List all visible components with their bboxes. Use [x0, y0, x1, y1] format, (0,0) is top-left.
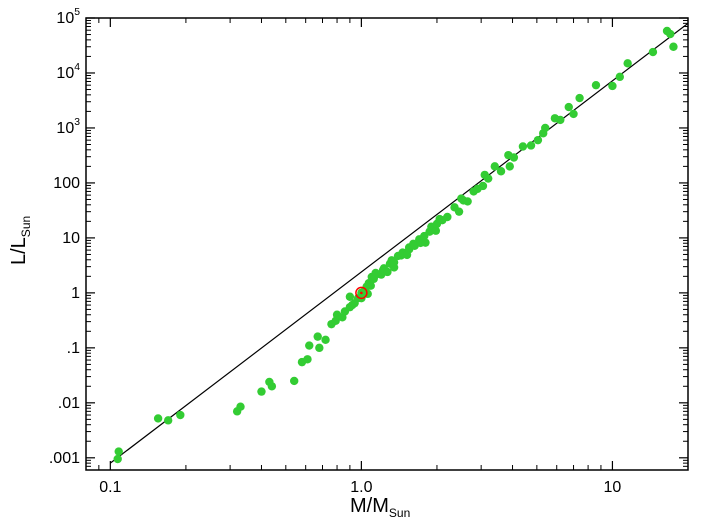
y-tick-label: .1	[67, 340, 80, 357]
x-tick-label: 10	[604, 479, 622, 496]
data-point	[623, 59, 631, 67]
data-point	[305, 341, 313, 349]
y-tick-label: .001	[49, 450, 80, 467]
data-point	[519, 142, 527, 150]
data-point	[455, 207, 463, 215]
data-point	[314, 332, 322, 340]
data-point	[534, 136, 542, 144]
data-point	[484, 174, 492, 182]
data-point	[649, 48, 657, 56]
x-tick-label: 1.0	[350, 479, 372, 496]
data-point	[556, 116, 564, 124]
data-point	[592, 81, 600, 89]
data-point	[115, 447, 123, 455]
y-tick-label: 100	[53, 175, 80, 192]
data-point	[479, 182, 487, 190]
data-point	[114, 455, 122, 463]
data-point	[303, 355, 311, 363]
x-tick-label: 0.1	[99, 479, 121, 496]
y-tick-label: 103	[56, 117, 80, 137]
y-tick-label: 1	[71, 285, 80, 302]
data-point	[666, 30, 674, 38]
data-point	[569, 110, 577, 118]
data-point	[565, 103, 573, 111]
data-point	[527, 141, 535, 149]
data-point	[236, 403, 244, 411]
x-axis-label: M/MSun	[350, 495, 410, 520]
data-point	[154, 414, 162, 422]
data-point	[443, 213, 451, 221]
data-point	[463, 197, 471, 205]
mass-luminosity-chart: 0.1 1.0 10 .001 .01 .1 1 10 100 103 104 105	[0, 0, 708, 528]
sun-marker-dot	[360, 292, 363, 295]
data-point	[321, 336, 329, 344]
data-point	[268, 382, 276, 390]
data-point	[421, 238, 429, 246]
data-point	[176, 411, 184, 419]
data-point	[669, 43, 677, 51]
data-point	[575, 94, 583, 102]
data-point	[541, 124, 549, 132]
data-point	[257, 387, 265, 395]
y-axis-label: L/LSun	[8, 216, 33, 265]
y-tick-label: 104	[56, 62, 80, 82]
data-point	[608, 82, 616, 90]
y-tick-label: 10	[62, 230, 80, 247]
data-point	[346, 293, 354, 301]
data-point	[510, 153, 518, 161]
y-tick-label: 105	[56, 7, 80, 27]
data-point	[497, 167, 505, 175]
data-point	[616, 73, 624, 81]
data-point	[164, 416, 172, 424]
data-point	[290, 377, 298, 385]
data-point	[315, 344, 323, 352]
y-tick-label: .01	[58, 395, 80, 412]
data-point	[506, 162, 514, 170]
